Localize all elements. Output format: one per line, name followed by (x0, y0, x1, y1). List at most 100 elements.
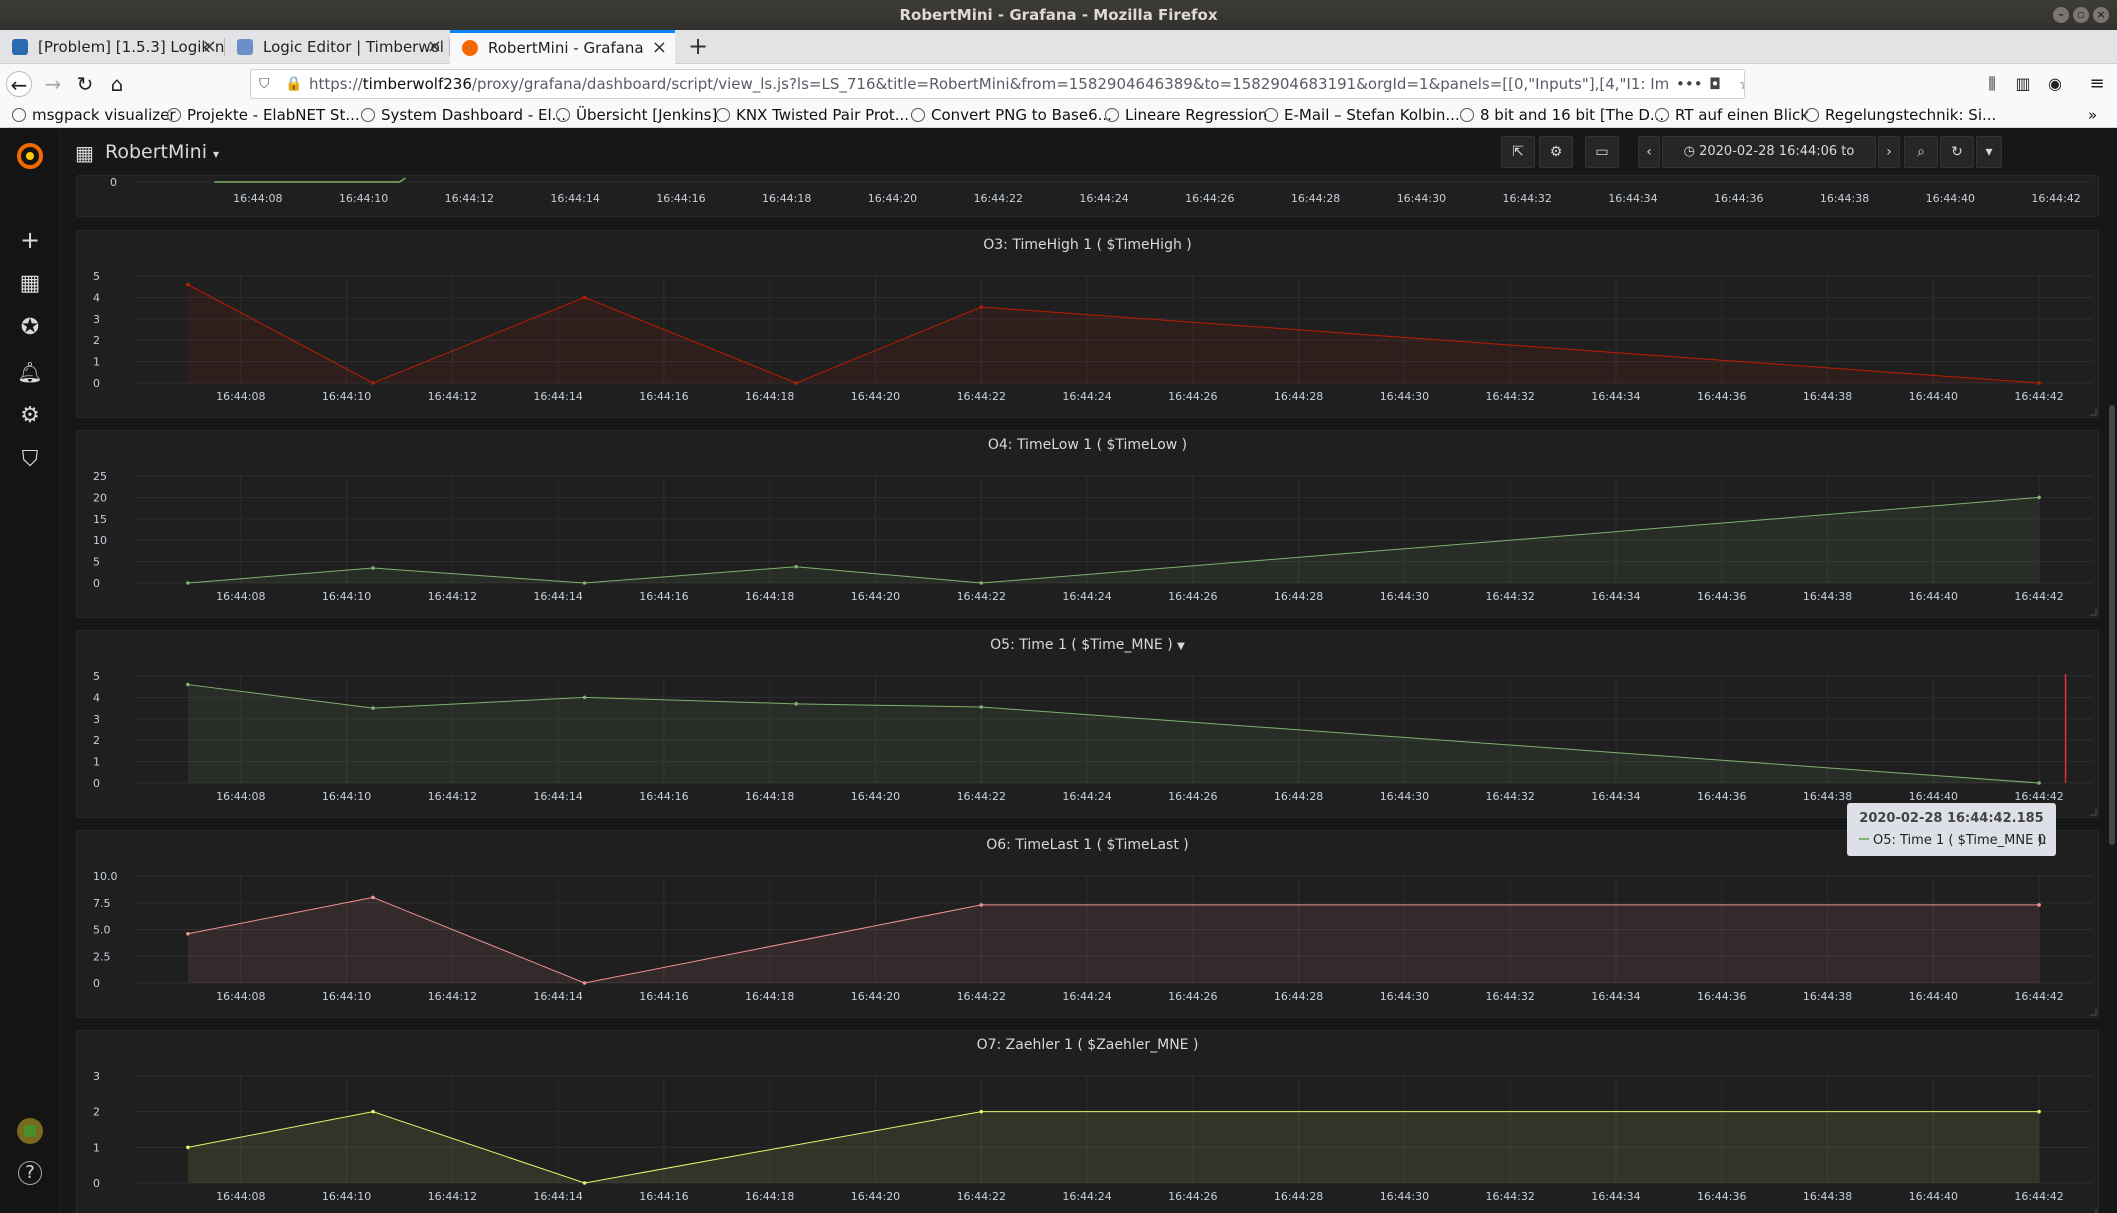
y-tick-label: 4 (93, 691, 100, 704)
panel-resize-handle (2095, 1209, 2097, 1213)
x-tick-label: 16:44:20 (851, 590, 900, 603)
x-tick-label: 16:44:08 (216, 390, 265, 403)
window-titlebar: RobertMini - Grafana - Mozilla Firefox –… (0, 0, 2117, 30)
dashboard-title[interactable]: RobertMini ▾ (105, 141, 220, 163)
x-tick-label: 16:44:36 (1697, 990, 1746, 1003)
x-tick-label: 16:44:08 (233, 192, 282, 205)
configuration-gear-icon[interactable]: ⚙ (20, 403, 40, 428)
series-area (187, 497, 2040, 583)
panel-title[interactable]: O7: Zaehler 1 ( $Zaehler_MNE ) (976, 1037, 1199, 1053)
x-tick-label: 16:44:24 (1062, 1190, 1111, 1203)
x-tick-label: 16:44:22 (957, 990, 1006, 1003)
shield-icon[interactable]: ⛉ (259, 76, 270, 92)
bookmarks-overflow-icon[interactable]: » (2088, 106, 2098, 124)
x-tick-label: 16:44:12 (428, 990, 477, 1003)
time-shift-forward-button[interactable]: › (1878, 136, 1900, 168)
x-tick-label: 16:44:10 (339, 192, 388, 205)
x-tick-label: 16:44:42 (2031, 192, 2080, 205)
bookmark-item[interactable]: Convert PNG to Base6... (911, 104, 1112, 126)
close-tab-icon[interactable]: × (426, 36, 442, 57)
panel-title[interactable]: O3: TimeHigh 1 ( $TimeHigh ) (983, 237, 1192, 253)
panel-title[interactable]: O4: TimeLow 1 ( $TimeLow ) (987, 437, 1188, 453)
tab-grafana[interactable]: RobertMini - Grafana × (450, 30, 675, 64)
sidebar-toggle-icon[interactable]: ▥ (2015, 74, 2031, 93)
bookmark-item[interactable]: msgpack visualizer (12, 104, 176, 126)
create-plus-icon[interactable]: + (19, 226, 41, 254)
home-button[interactable]: ⌂ (110, 72, 124, 96)
close-tab-icon[interactable]: × (651, 37, 667, 58)
time-shift-back-button[interactable]: ‹ (1638, 136, 1660, 168)
x-tick-label: 16:44:18 (745, 990, 794, 1003)
bookmark-item[interactable]: System Dashboard - El... (361, 104, 566, 126)
bookmark-item[interactable]: Projekte - ElabNET St... (167, 104, 360, 126)
bookmark-star-icon[interactable]: ☆ (1739, 70, 1744, 98)
series-point (371, 1109, 375, 1114)
maximize-icon[interactable]: ▫ (2073, 7, 2089, 23)
dashboards-icon[interactable]: ▦ (19, 271, 41, 296)
graph-panel-top: 0 16:44:08 16:44:10 16:44:12 16:44:14 16:44:1… (76, 175, 2099, 217)
x-tick-label: 16:44:14 (550, 192, 599, 205)
library-icon[interactable]: ⫼ (1988, 74, 1996, 93)
series-point (979, 1109, 984, 1114)
explore-compass-icon[interactable]: ✪ (20, 315, 40, 340)
y-tick-label: 5 (93, 270, 100, 283)
x-tick-label: 16:44:14 (533, 790, 582, 803)
tab-label: RobertMini - Grafana (488, 39, 644, 57)
bookmark-item[interactable]: Regelungstechnik: Si... (1805, 104, 1996, 126)
x-tick-label: 16:44:24 (1062, 390, 1111, 403)
page-scrollbar[interactable] (2109, 405, 2115, 845)
back-button[interactable]: ← (6, 71, 32, 97)
minimize-icon[interactable]: – (2053, 7, 2069, 23)
page-actions-icon[interactable]: ••• (1676, 75, 1703, 93)
series-point (979, 903, 984, 907)
panel-title[interactable]: O6: TimeLast 1 ( $TimeLast ) (986, 837, 1189, 853)
menu-icon[interactable]: ≡ (2089, 73, 2105, 94)
url-bar[interactable]: ⛉ 🔒 https://timberwolf236/proxy/grafana/… (250, 69, 1745, 99)
series-area (187, 1111, 2040, 1183)
x-tick-label: 16:44:10 (322, 990, 371, 1003)
lock-icon[interactable]: 🔒 (285, 76, 303, 92)
tab-problem[interactable]: [Problem] [1.5.3] Logik n × (0, 30, 225, 64)
share-dashboard-button[interactable]: ⇱ (1501, 136, 1535, 168)
close-tab-icon[interactable]: × (201, 36, 217, 57)
bookmark-item[interactable]: Lineare Regression (1105, 104, 1267, 126)
panel-title[interactable]: O5: Time 1 ( $Time_MNE ) ▼ (990, 637, 1185, 653)
bookmark-item[interactable]: E-Mail – Stefan Kolbin... (1264, 104, 1460, 126)
reload-button[interactable]: ↻ (76, 72, 94, 96)
cycle-view-mode-button[interactable]: ▭ (1585, 136, 1619, 168)
time-picker-button[interactable]: ◷ 2020-02-28 16:44:06 to 2020-02-28 16:4… (1662, 136, 1876, 189)
bookmark-item[interactable]: 8 bit and 16 bit [The D... (1460, 104, 1664, 126)
x-tick-label: 16:44:20 (851, 990, 900, 1003)
alerting-bell-icon[interactable]: 🔔︎ (17, 360, 43, 384)
tab-logic-editor[interactable]: Logic Editor | Timberwol × (225, 30, 450, 64)
zoom-out-button[interactable]: ⌕ (1904, 136, 1938, 168)
x-tick-label: 16:44:20 (851, 790, 900, 803)
x-tick-label: 16:44:14 (533, 990, 582, 1003)
user-avatar[interactable] (15, 1117, 45, 1147)
server-admin-shield-icon[interactable]: ⛉ (21, 447, 39, 472)
refresh-interval-dropdown[interactable]: ▾ (1976, 136, 2002, 168)
x-tick-label: 16:44:34 (1591, 990, 1640, 1003)
close-window-icon[interactable]: × (2093, 7, 2109, 23)
bookmark-item[interactable]: KNX Twisted Pair Prot... (716, 104, 909, 126)
x-tick-label: 16:44:42 (2014, 990, 2063, 1003)
account-icon[interactable]: ◉ (2048, 74, 2062, 93)
x-tick-label: 16:44:36 (1697, 1190, 1746, 1203)
new-tab-button[interactable]: + (687, 32, 709, 60)
url-text[interactable]: https://timberwolf236/proxy/grafana/dash… (309, 75, 1669, 93)
series-point (2037, 781, 2041, 785)
forward-button[interactable]: → (44, 72, 62, 96)
grafana-logo-icon[interactable] (15, 141, 45, 171)
bookmark-item[interactable]: Übersicht [Jenkins] (556, 104, 717, 126)
dashboard-settings-button[interactable]: ⚙ (1539, 136, 1573, 168)
pocket-icon[interactable]: ◘ (1709, 75, 1721, 93)
refresh-button[interactable]: ↻ (1940, 136, 1974, 168)
x-tick-label: 16:44:42 (2014, 590, 2063, 603)
graph-panel-timelow: O4: TimeLow 1 ( $TimeLow ) 0 5 10 15 20 25 16:… (76, 430, 2099, 618)
x-tick-label: 16:44:14 (533, 1190, 582, 1203)
bookmark-item[interactable]: RT auf einen Blick (1655, 104, 1809, 126)
help-icon[interactable]: ? (18, 1161, 42, 1185)
x-tick-label: 16:44:18 (745, 390, 794, 403)
bookmarks-toolbar: msgpack visualizer Projekte - ElabNET St… (0, 104, 2117, 128)
x-tick-label: 16:44:22 (974, 192, 1023, 205)
